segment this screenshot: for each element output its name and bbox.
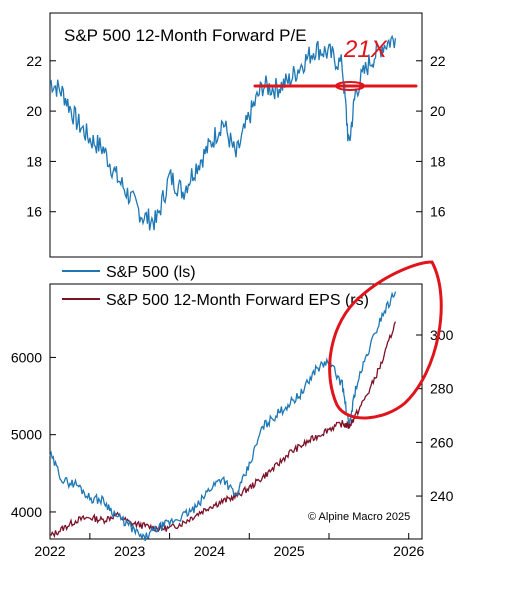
source-note: © Alpine Macro 2025: [308, 511, 410, 523]
pe-21x-oval: [335, 80, 365, 91]
eps-series-line: [49, 321, 397, 539]
legend: S&P 500 (ls) S&P 500 12-Month Forward EP…: [62, 264, 369, 309]
eps-right-axis: 300 280 260 240: [416, 327, 454, 504]
pe-21x-label: 21X: [343, 36, 388, 63]
sp500-series-line: [49, 291, 397, 542]
x-tick-label: 2023: [114, 543, 145, 559]
pe-series-line: [49, 34, 397, 231]
eps-tick-label: 280: [430, 381, 454, 397]
pe-left-axis: 22 20 18 16: [26, 53, 56, 220]
pe-annotation: 21X: [253, 36, 418, 91]
price-tick-label: 6000: [11, 349, 42, 365]
eps-tick-label: 260: [430, 434, 454, 450]
pe-left-tick-label: 22: [26, 53, 42, 69]
pe-right-tick-label: 18: [430, 153, 446, 169]
pe-left-tick-label: 18: [26, 153, 42, 169]
eps-tick-label: 300: [430, 327, 454, 343]
pe-right-tick-label: 22: [430, 53, 446, 69]
x-tick-label: 2025: [274, 543, 305, 559]
pe-left-tick-label: 20: [26, 103, 42, 119]
price-tick-label: 5000: [11, 427, 42, 443]
highlight-circle: [328, 260, 443, 420]
x-tick-label: 2024: [194, 543, 225, 559]
x-tick-label: 2026: [393, 543, 424, 559]
pe-chart-title: S&P 500 12-Month Forward P/E: [64, 26, 307, 45]
pe-left-tick-label: 16: [26, 204, 42, 220]
pe-series-group: [49, 34, 397, 231]
price-eps-series-group: [49, 291, 397, 542]
price-eps-panel-frame: [49, 283, 423, 540]
legend-label-sp500: S&P 500 (ls): [106, 264, 196, 281]
pe-right-tick-label: 16: [430, 204, 446, 220]
x-axis: 2022 2023 2024 2025 2026: [34, 533, 424, 559]
eps-tick-label: 240: [430, 488, 454, 504]
pe-right-axis: 22 20 18 16: [416, 53, 446, 220]
price-left-axis: 6000 5000 4000: [11, 349, 56, 520]
legend-label-eps: S&P 500 12-Month Forward EPS (rs): [106, 292, 369, 309]
price-tick-label: 4000: [11, 504, 42, 520]
x-tick-label: 2022: [34, 543, 65, 559]
pe-right-tick-label: 20: [430, 103, 446, 119]
pe-panel-frame: [49, 12, 423, 258]
